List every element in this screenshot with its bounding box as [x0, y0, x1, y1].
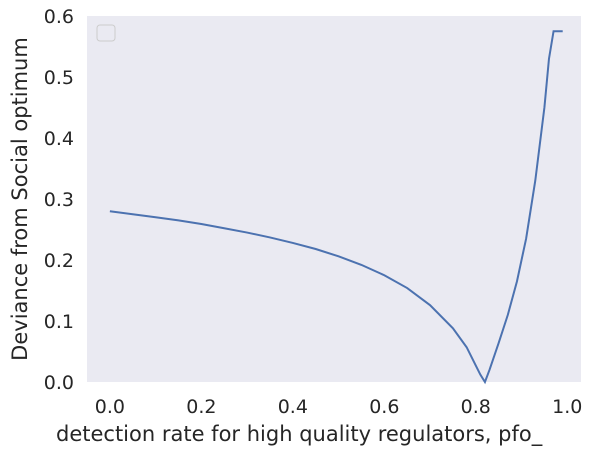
- y-tick-label: 0.5: [44, 67, 74, 89]
- x-tick-label: 0.0: [95, 396, 125, 418]
- x-tick-label: 0.2: [186, 396, 216, 418]
- y-tick-label: 0.6: [44, 6, 74, 28]
- y-tick-label: 0.3: [44, 189, 74, 211]
- y-axis-ticks: 0.0 0.1 0.2 0.3 0.4 0.5 0.6: [44, 6, 74, 394]
- x-axis-label: detection rate for high quality regulato…: [56, 422, 543, 447]
- x-tick-label: 0.8: [461, 396, 491, 418]
- x-tick-label: 1.0: [552, 396, 582, 418]
- legend-box: [96, 24, 116, 42]
- x-tick-label: 0.4: [278, 396, 308, 418]
- plot-area: [87, 16, 581, 382]
- y-tick-label: 0.4: [44, 128, 74, 150]
- series-line: [109, 30, 563, 385]
- x-axis-ticks: 0.0 0.2 0.4 0.6 0.8 1.0: [95, 396, 583, 418]
- x-tick-label: 0.6: [369, 396, 399, 418]
- y-tick-label: 0.0: [44, 372, 74, 394]
- y-tick-label: 0.2: [44, 250, 74, 272]
- y-axis-label: Deviance from Social optimum: [8, 37, 32, 361]
- y-tick-label: 0.1: [44, 311, 74, 333]
